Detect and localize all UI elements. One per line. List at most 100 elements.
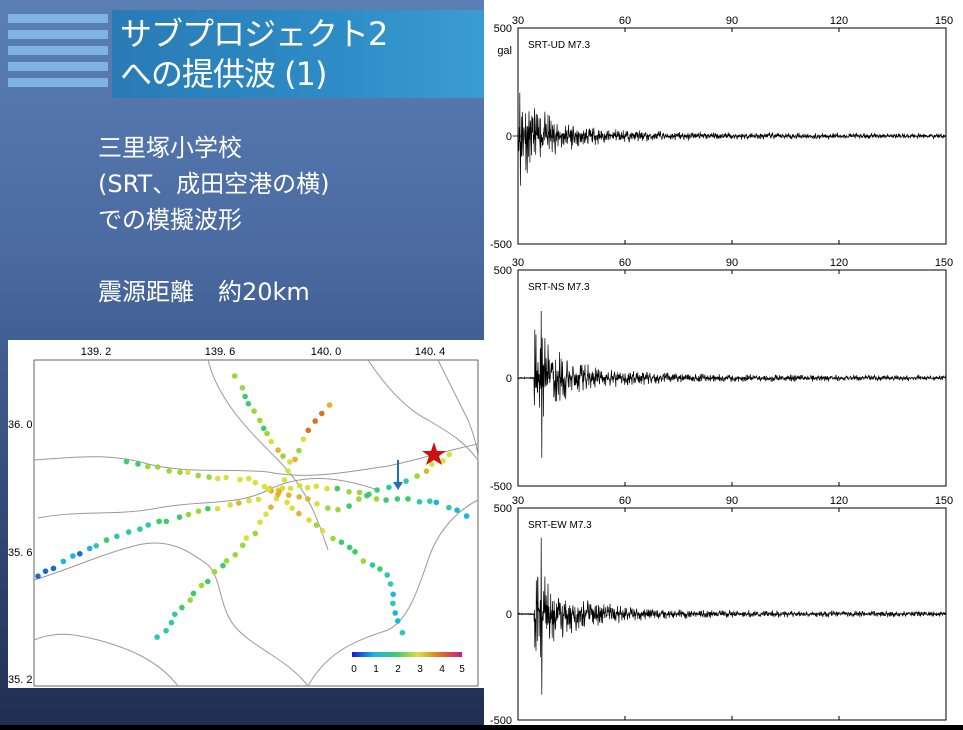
station-dot xyxy=(335,506,341,513)
station-dot xyxy=(384,572,391,578)
y-axis-label: gal xyxy=(497,45,512,57)
station-dot xyxy=(137,526,143,532)
station-dot xyxy=(463,513,470,519)
waveform-canvas: 30 60 90 120 150 500 0 -500 gal SRT-UD M7.3 30 60 90… xyxy=(490,15,953,727)
station-dot xyxy=(346,489,352,495)
station-dot xyxy=(314,501,320,507)
station-dot xyxy=(205,505,211,512)
station-dot xyxy=(245,475,252,482)
station-dot xyxy=(305,427,312,434)
station-dot xyxy=(123,458,130,465)
chart-title: SRT-EW M7.3 xyxy=(528,520,592,531)
station-dot xyxy=(305,496,311,502)
station-dot xyxy=(261,483,268,490)
station-dot xyxy=(163,518,170,525)
arrow-down-icon xyxy=(393,460,403,490)
lon-tick: 139. 6 xyxy=(205,346,236,358)
station-dot xyxy=(399,629,406,636)
station-dot xyxy=(446,451,453,458)
y-tick-label: 500 xyxy=(494,503,512,515)
map-canvas: 139. 2 139. 6 140. 0 140. 4 36. 0 35. 6 … xyxy=(8,346,479,687)
station-dot xyxy=(429,461,435,467)
title-stripe xyxy=(8,62,108,71)
station-dot xyxy=(304,484,311,491)
x-tick-label: 90 xyxy=(726,257,738,269)
x-tick-label: 120 xyxy=(830,257,848,269)
station-dot xyxy=(369,562,376,568)
station-dot xyxy=(223,558,230,564)
station-dot xyxy=(103,537,110,543)
scale-tick: 2 xyxy=(395,664,401,675)
station-dot xyxy=(263,511,269,518)
station-dot xyxy=(313,522,320,528)
x-tick-label: 60 xyxy=(619,257,631,269)
station-dot xyxy=(198,582,205,589)
station-dot xyxy=(390,600,396,607)
intensity-dots xyxy=(35,373,470,640)
x-tick-label: 150 xyxy=(935,15,953,27)
station-dot xyxy=(392,610,399,616)
station-dot xyxy=(239,385,246,391)
lon-tick: 139. 2 xyxy=(81,346,112,358)
station-dot xyxy=(454,507,460,513)
scale-tick: 5 xyxy=(459,664,465,675)
y-tick-label: 0 xyxy=(506,609,512,621)
x-tick-label: 120 xyxy=(830,15,848,27)
station-dot xyxy=(264,430,270,437)
color-scale: 0 1 2 3 4 5 xyxy=(351,652,465,675)
chart-title: SRT-NS M7.3 xyxy=(528,282,590,293)
station-dot xyxy=(257,519,263,525)
station-dot xyxy=(324,485,330,492)
station-dot xyxy=(177,469,183,475)
station-dot xyxy=(287,459,293,465)
station-dot xyxy=(145,463,151,470)
station-dot xyxy=(176,514,183,520)
x-tick-label: 150 xyxy=(935,495,953,507)
station-dot xyxy=(145,522,151,528)
y-tick-label: -500 xyxy=(490,481,512,493)
station-dot xyxy=(287,485,294,492)
station-dot xyxy=(280,453,286,459)
station-dot xyxy=(276,488,283,495)
station-dot xyxy=(211,569,218,575)
title-stripe xyxy=(8,78,108,87)
station-dot xyxy=(187,597,193,603)
site-name: 三里塚小学校 xyxy=(98,134,242,162)
station-dot xyxy=(206,474,212,480)
station-dot xyxy=(260,425,267,432)
station-dot xyxy=(334,485,341,492)
station-dot xyxy=(360,558,367,564)
slide-title-line2: への提供波 (1) xyxy=(120,55,328,93)
station-dot xyxy=(377,566,383,572)
x-tick-label: 30 xyxy=(512,257,524,269)
map-lon-ticks: 139. 2 139. 6 140. 0 140. 4 xyxy=(81,346,446,358)
x-tick-label: 120 xyxy=(830,495,848,507)
station-dot xyxy=(268,504,274,510)
station-dot xyxy=(427,498,433,504)
station-dot xyxy=(440,458,446,464)
y-tick-label: 0 xyxy=(506,373,512,385)
station-dot xyxy=(251,408,257,414)
waveform-trace xyxy=(517,92,947,186)
waveform-trace xyxy=(517,537,947,695)
lon-tick: 140. 0 xyxy=(311,346,342,358)
station-dot xyxy=(215,475,221,482)
scale-tick: 1 xyxy=(373,664,379,675)
scale-tick: 3 xyxy=(417,664,423,675)
station-dot xyxy=(195,472,201,479)
title-box xyxy=(112,10,484,98)
site-info: 三里塚小学校 (SRT、成田空港の横) での模擬波形 震源距離 約20km xyxy=(98,130,330,310)
station-dot xyxy=(214,505,221,512)
star-icon xyxy=(422,442,446,465)
station-dot xyxy=(156,518,162,525)
station-dot xyxy=(179,604,185,611)
x-tick-label: 90 xyxy=(726,495,738,507)
x-tick-label: 150 xyxy=(935,257,953,269)
station-dot xyxy=(383,497,389,503)
station-dot xyxy=(374,487,380,493)
station-dot xyxy=(387,581,394,587)
station-dot xyxy=(243,535,250,541)
site-location: (SRT、成田空港の横) xyxy=(98,170,330,198)
station-dot xyxy=(163,627,169,634)
station-dot xyxy=(190,590,197,597)
